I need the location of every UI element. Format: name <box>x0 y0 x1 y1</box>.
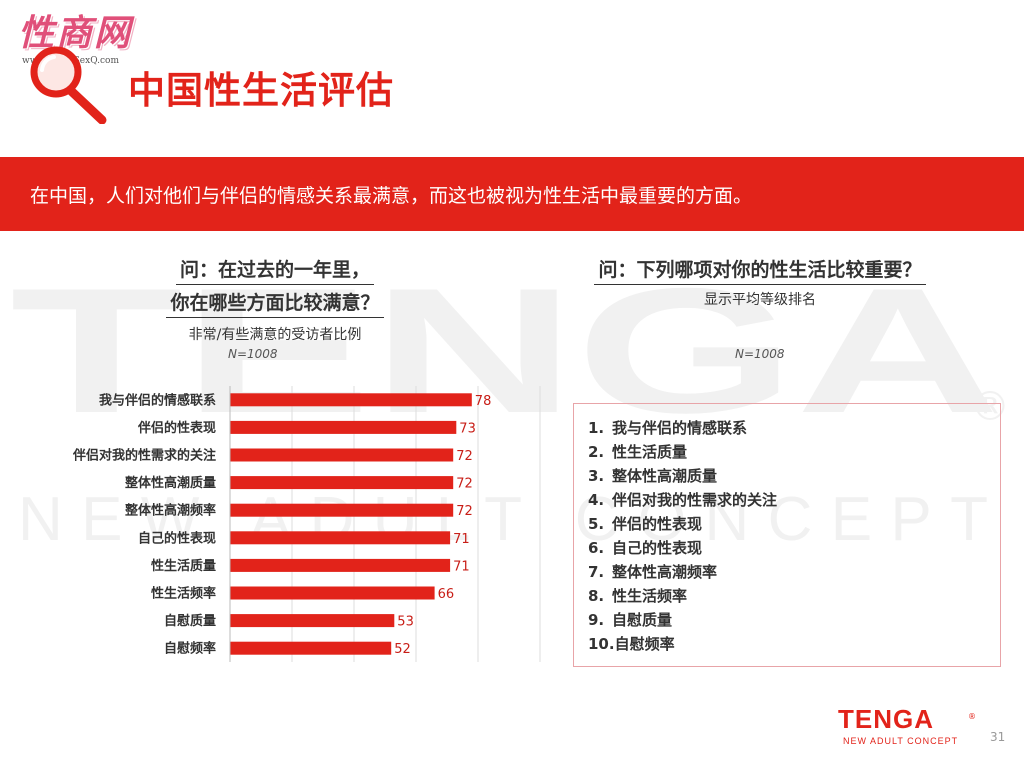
ranking-label: 自慰频率 <box>614 635 675 653</box>
ranking-number: 2. <box>588 443 605 461</box>
ranking-item: 8. 性生活频率 <box>588 584 777 608</box>
ranking-label: 性生活质量 <box>612 443 688 461</box>
ranking-label: 伴侣的性表现 <box>612 515 703 533</box>
data-label: 66 <box>438 587 455 602</box>
ranking-item: 10.自慰频率 <box>588 632 777 656</box>
page-number: 31 <box>990 730 1006 744</box>
category-label: 性生活频率 <box>151 586 216 602</box>
brand-reg-mark: ® <box>968 712 976 721</box>
left-sample-size: N=1008 <box>228 347 278 361</box>
magnifier-icon <box>30 46 107 124</box>
banner-text: 在中国，人们对他们与伴侣的情感关系最满意，而这也被视为性生活中最重要的方面。 <box>30 185 753 207</box>
ranking-item: 6. 自己的性表现 <box>588 536 777 560</box>
data-label: 78 <box>475 394 492 409</box>
ranking-item: 2. 性生活质量 <box>588 440 777 464</box>
ranking-item: 7. 整体性高潮频率 <box>588 560 777 584</box>
ranking-number: 10. <box>588 635 615 653</box>
ranking-list: 1. 我与伴侣的情感联系 2. 性生活质量 3. 整体性高潮质量 4. 伴侣对我的性需求的关注… <box>588 416 777 656</box>
data-label: 53 <box>397 615 414 630</box>
ranking-label: 自慰质量 <box>612 611 673 629</box>
ranking-number: 7. <box>588 563 605 581</box>
left-question-line2: 你在哪些方面比较满意？ <box>166 289 384 318</box>
page-title: 中国性生活评估 <box>128 69 394 112</box>
tenga-logo: TENGA ® NEW ADULT CONCEPT <box>838 704 988 748</box>
site-logo-text: 性商网 <box>18 13 133 54</box>
ranking-number: 5. <box>588 515 605 533</box>
ranking-number: 9. <box>588 611 605 629</box>
category-label: 性生活质量 <box>151 558 216 574</box>
importance-ranking-box: 1. 我与伴侣的情感联系 2. 性生活质量 3. 整体性高潮质量 4. 伴侣对我的性需求的关注… <box>573 403 1001 667</box>
bar <box>230 531 451 545</box>
ranking-number: 8. <box>588 587 605 605</box>
bar <box>230 448 454 462</box>
bar <box>230 586 435 600</box>
category-label: 伴侣对我的性需求的关注 <box>72 448 216 464</box>
ranking-label: 整体性高潮质量 <box>612 467 718 485</box>
left-subtitle: 非常/有些满意的受访者比例 <box>188 327 362 343</box>
bar <box>230 476 454 490</box>
ranking-item: 1. 我与伴侣的情感联系 <box>588 416 777 440</box>
data-label: 72 <box>456 504 473 519</box>
right-subtitle: 显示平均等级排名 <box>704 292 816 308</box>
bar <box>230 420 457 434</box>
summary-banner: 在中国，人们对他们与伴侣的情感关系最满意，而这也被视为性生活中最重要的方面。 <box>0 157 1024 231</box>
right-question-line: 问：下列哪项对你的性生活比较重要？ <box>594 256 926 285</box>
ranking-item: 9. 自慰质量 <box>588 608 777 632</box>
data-label: 52 <box>394 642 411 657</box>
brand-name: TENGA <box>838 704 934 734</box>
bar <box>230 503 454 517</box>
bar <box>230 641 392 655</box>
ranking-label: 伴侣对我的性需求的关注 <box>612 491 778 509</box>
bar <box>230 393 472 407</box>
right-question: 问：下列哪项对你的性生活比较重要？ 显示平均等级排名 <box>560 256 960 309</box>
ranking-label: 我与伴侣的情感联系 <box>612 419 748 437</box>
ranking-number: 4. <box>588 491 605 509</box>
category-label: 整体性高潮质量 <box>124 475 216 491</box>
ranking-label: 自己的性表现 <box>612 539 703 557</box>
ranking-number: 1. <box>588 419 605 437</box>
ranking-item: 3. 整体性高潮质量 <box>588 464 777 488</box>
ranking-number: 6. <box>588 539 605 557</box>
data-label: 71 <box>453 559 470 574</box>
left-question-line1: 问：在过去的一年里， <box>175 256 374 285</box>
brand-tagline: NEW ADULT CONCEPT <box>843 736 959 746</box>
data-label: 71 <box>453 532 470 547</box>
data-label: 72 <box>456 477 473 492</box>
bar <box>230 558 451 572</box>
ranking-label: 性生活频率 <box>612 587 688 605</box>
data-label: 73 <box>459 421 476 436</box>
satisfaction-bar-chart: 我与伴侣的情感联系 78 伴侣的性表现 73 伴侣对我的性需求的关注 72 整体性高潮质量 7… <box>72 386 541 662</box>
left-question: 问：在过去的一年里， 你在哪些方面比较满意？ 非常/有些满意的受访者比例 <box>130 256 420 344</box>
category-label: 我与伴侣的情感联系 <box>99 392 216 408</box>
category-label: 伴侣的性表现 <box>137 420 216 436</box>
category-label: 自己的性表现 <box>138 530 216 546</box>
right-sample-size: N=1008 <box>735 347 785 361</box>
ranking-item: 5. 伴侣的性表现 <box>588 512 777 536</box>
bar <box>230 614 395 628</box>
category-label: 整体性高潮频率 <box>124 503 216 519</box>
ranking-number: 3. <box>588 467 605 485</box>
data-label: 72 <box>456 449 473 464</box>
ranking-item: 4. 伴侣对我的性需求的关注 <box>588 488 777 512</box>
category-label: 自慰质量 <box>164 613 216 629</box>
ranking-label: 整体性高潮频率 <box>612 563 718 581</box>
category-label: 自慰频率 <box>164 641 216 657</box>
